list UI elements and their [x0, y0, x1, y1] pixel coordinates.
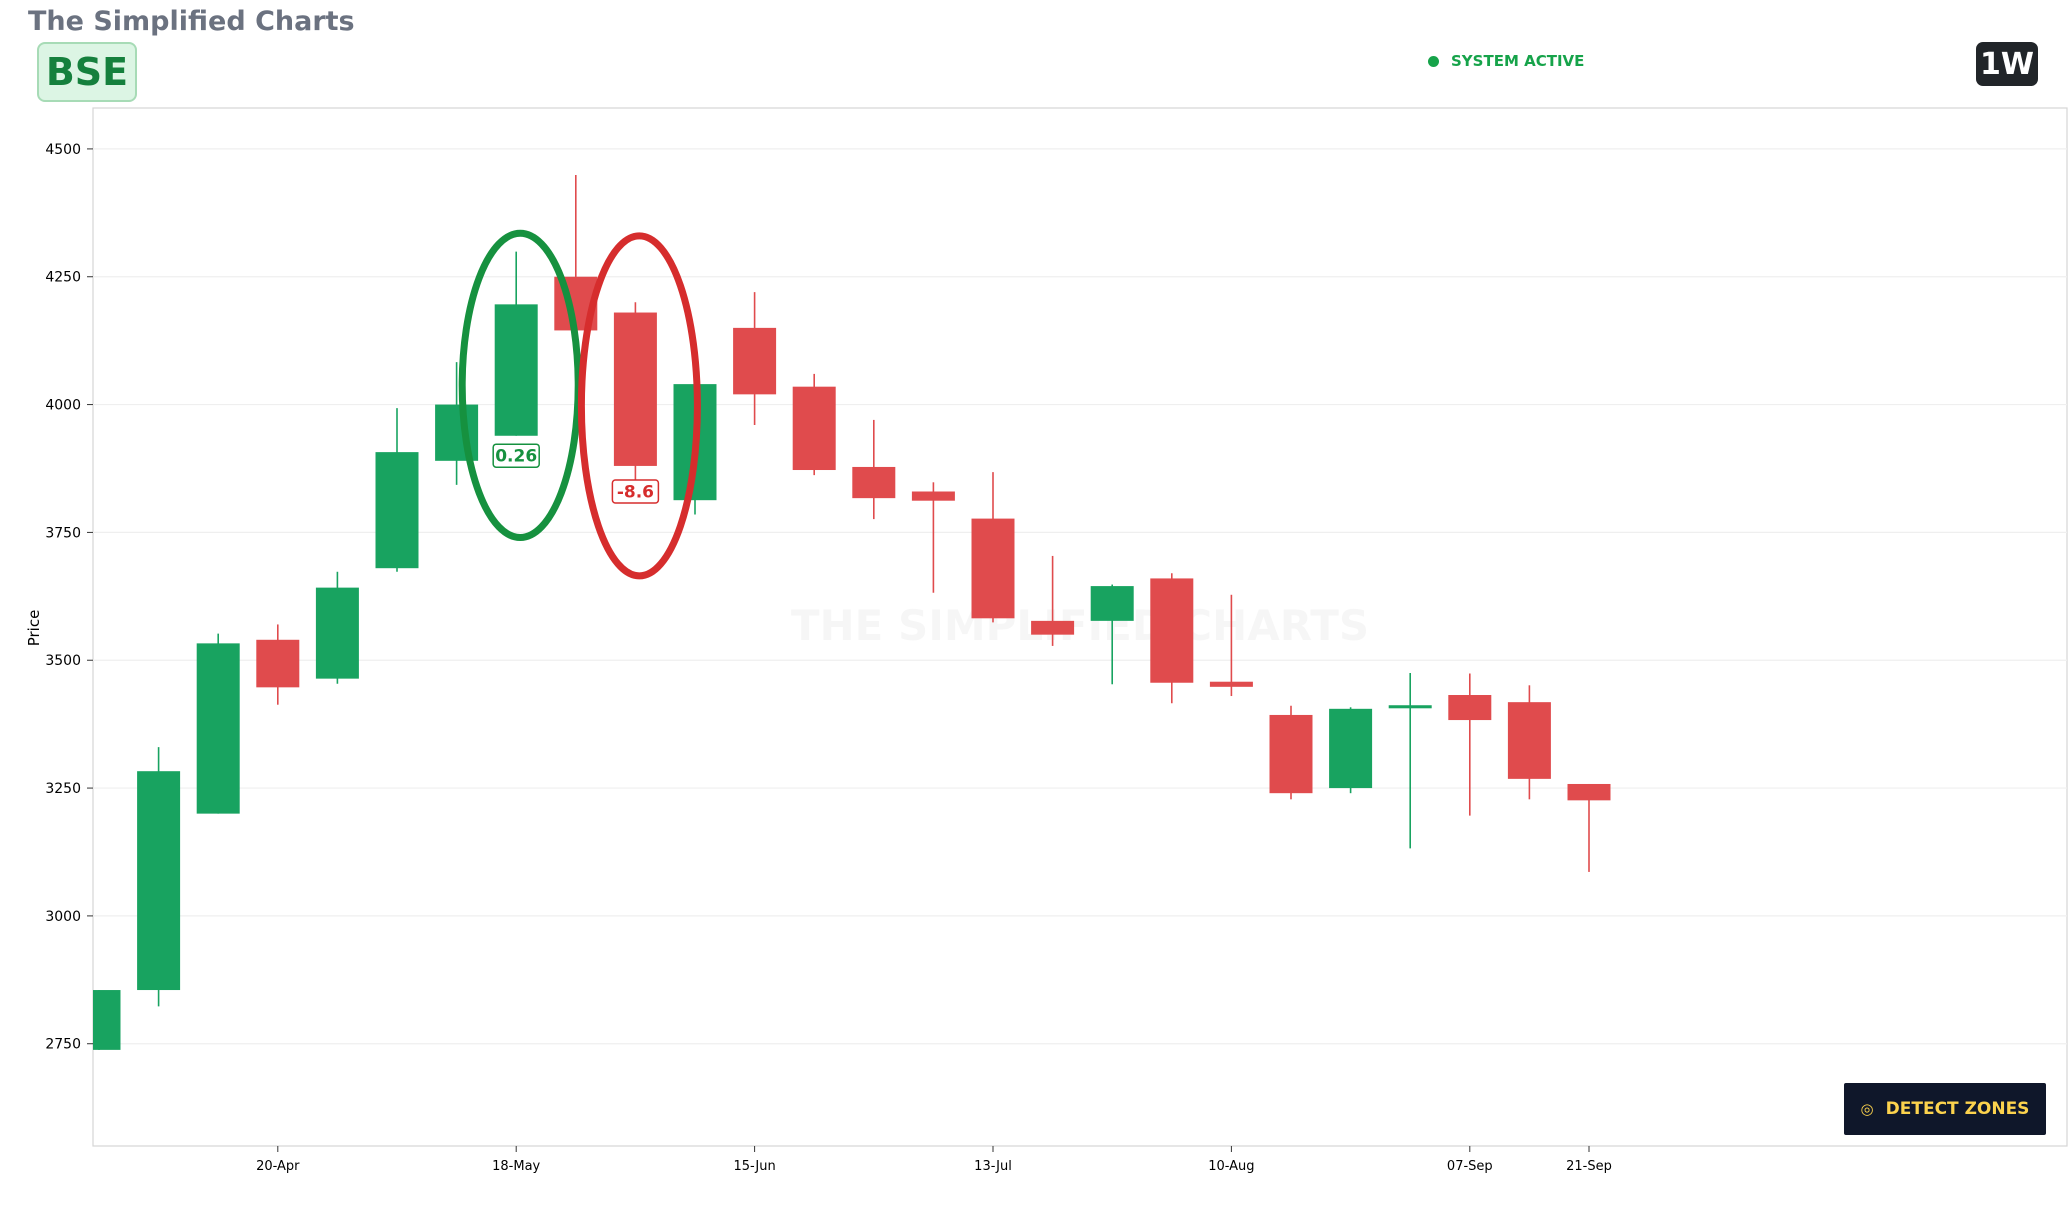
bearish-candle: [1567, 783, 1611, 801]
bullish-candle: [435, 404, 479, 461]
bearish-candle: [852, 466, 896, 499]
bearish-candle: [911, 491, 955, 501]
bullish-candle: [494, 304, 538, 436]
annotation-box: [492, 443, 540, 468]
y-axis-label: Price: [25, 610, 43, 647]
status-label: SYSTEM ACTIVE: [1451, 52, 1585, 70]
x-tick-label: 07-Sep: [1447, 1159, 1493, 1174]
bearish-candle: [1150, 578, 1194, 683]
y-tick-label: 4000: [45, 398, 81, 414]
bullish-candle: [93, 990, 121, 1050]
x-tick-label: 13-Jul: [974, 1159, 1012, 1174]
app-title: The Simplified Charts: [28, 6, 355, 37]
bearish-candle: [733, 327, 777, 395]
annotation-label: -8.6: [617, 482, 654, 502]
bearish-candle: [792, 386, 836, 471]
bullish-candle: [375, 452, 419, 569]
bearish-candle: [613, 312, 657, 466]
bullish-candle: [1388, 705, 1432, 709]
y-tick-label: 3500: [45, 653, 81, 669]
x-tick-label: 20-Apr: [256, 1159, 300, 1174]
y-tick-label: 3000: [45, 909, 81, 925]
status-dot-icon: [1428, 55, 1439, 67]
target-icon: ◎: [1860, 1100, 1874, 1118]
watermark: THE SIMPLIFIED CHARTS: [791, 601, 1369, 650]
bullish-candle: [315, 587, 359, 679]
y-tick-label: 2750: [45, 1037, 81, 1053]
axes: 2750 3000 3250 3500 3750 4000 4250 4500 20-Apr 18…: [45, 142, 1612, 1174]
green-zone-ellipse: [458, 229, 582, 542]
bearish-candle: [1507, 702, 1551, 779]
candles: [93, 174, 1611, 1050]
x-tick-label: 10-Aug: [1208, 1159, 1254, 1174]
plot-area: [92, 107, 2068, 1147]
annotation-label: 0.26: [495, 447, 537, 467]
bearish-candle: [256, 639, 300, 688]
bullish-candle: [1329, 708, 1373, 789]
ticker-badge: BSE: [37, 42, 137, 102]
bearish-candle: [1031, 620, 1075, 635]
y-tick-label: 3750: [45, 525, 81, 541]
bearish-candle: [1448, 695, 1492, 721]
zones: [458, 229, 701, 580]
bullish-candle: [1090, 586, 1134, 621]
x-tick-label: 15-Jun: [733, 1159, 775, 1174]
annotation-box: [611, 479, 660, 504]
bearish-candle: [1269, 714, 1313, 794]
bullish-candle: [196, 643, 240, 814]
system-status: SYSTEM ACTIVE: [1428, 52, 1584, 70]
grid: [93, 148, 2067, 1045]
annotations: 0.26 -8.6: [492, 443, 660, 504]
y-tick-label: 3250: [45, 781, 81, 797]
y-tick-label: 4500: [45, 142, 81, 158]
x-tick-label: 18-May: [492, 1159, 540, 1174]
detect-zones-button[interactable]: ◎ DETECT ZONES: [1844, 1083, 2046, 1135]
y-tick-label: 4250: [45, 270, 81, 286]
bearish-candle: [1209, 681, 1253, 687]
bearish-candle: [971, 518, 1015, 619]
detect-zones-label: DETECT ZONES: [1885, 1099, 2030, 1119]
bullish-candle: [137, 771, 181, 991]
red-zone-ellipse: [577, 232, 701, 580]
timeframe-badge[interactable]: 1W: [1976, 42, 2038, 86]
x-tick-label: 21-Sep: [1566, 1159, 1612, 1174]
